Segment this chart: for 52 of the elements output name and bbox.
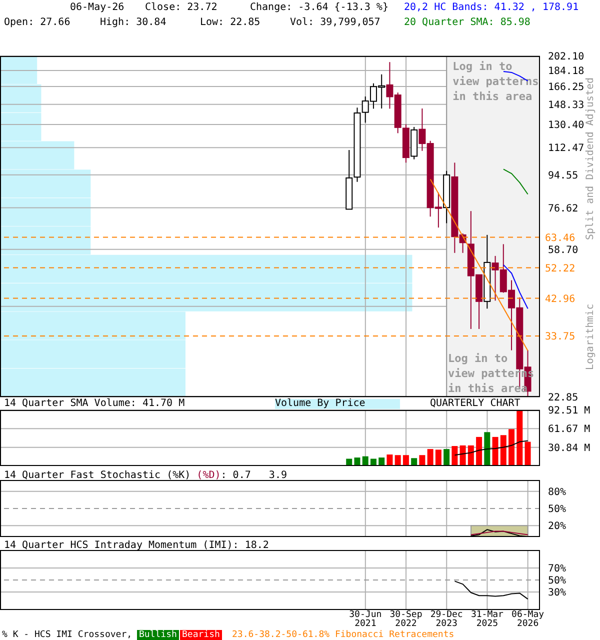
text: : 0.7 3.9: [220, 470, 287, 481]
text: 20,2 HC Bands: 41.32 , 178.91: [404, 2, 579, 13]
text: % K - HCS IMI Crossover,: [2, 630, 132, 640]
y-tick-label: 61.67 M: [548, 424, 590, 436]
text: QUARTERLY CHART: [430, 398, 520, 409]
y-tick-label: 50%: [548, 576, 566, 587]
text: 14 Quarter Fast Stochastic: [4, 470, 161, 481]
y-tick-label: 112.47: [548, 143, 584, 154]
y-tick-label: 50%: [548, 504, 566, 516]
y-tick-label: 202.10: [548, 52, 584, 63]
y-tick-label: 30%: [548, 588, 566, 599]
y-tick-label: 30.84 M: [548, 442, 590, 454]
text: 14 Quarter SMA Volume: 41.70 M: [4, 398, 185, 409]
text: 06-May-26: [70, 2, 124, 13]
ref-line-label: 52.22: [545, 263, 576, 274]
text: Open: 27.66: [4, 17, 70, 28]
text: Bullish: [137, 630, 179, 640]
ref-line-label: 33.75: [545, 332, 576, 343]
text: Low: 22.85: [200, 17, 260, 28]
text: Close: 23.72: [145, 2, 218, 13]
text: Vol: 39,799,057: [290, 17, 380, 28]
text: Volume By Price: [275, 398, 400, 409]
ref-line-label: 42.96: [545, 294, 576, 305]
text: Split and Dividend Adjusted: [585, 77, 596, 240]
text: (%D): [196, 470, 221, 481]
y-tick-label: 70%: [548, 564, 566, 575]
band-label: Log in to view patterns in this area: [452, 60, 539, 103]
y-tick-label: 92.51 M: [548, 406, 590, 417]
x-tick-label: 30-Sep 2022: [390, 610, 422, 629]
y-tick-label: 130.40: [548, 120, 584, 132]
text: Change: -3.64 {-13.3 %}: [250, 2, 388, 13]
text: Logarithmic: [585, 304, 596, 370]
x-tick-label: 30-Jun 2021: [349, 610, 382, 629]
text: 14 Quarter HCS Intraday Momentum (IMI): 18.2: [4, 540, 269, 551]
x-tick-label: 06-May 2026: [512, 610, 545, 629]
y-tick-label: 80%: [548, 486, 566, 498]
ref-line-label: 63.46: [545, 232, 576, 244]
y-tick-label: 20%: [548, 521, 566, 532]
text: Bearish: [180, 630, 222, 640]
text: (%K): [166, 470, 191, 481]
y-tick-label: 94.55: [548, 170, 578, 182]
text: High: 30.84: [100, 17, 166, 28]
y-tick-label: 22.85: [548, 392, 578, 404]
text: 20 Quarter SMA: 85.98: [404, 17, 530, 28]
y-tick-label: 166.25: [548, 82, 584, 94]
y-tick-label: 184.18: [548, 66, 584, 78]
y-tick-label: 58.70: [548, 244, 578, 256]
x-tick-label: 31-Mar 2025: [470, 610, 504, 629]
y-tick-label: 148.33: [548, 100, 584, 111]
x-tick-label: 29-Dec 2023: [430, 610, 463, 629]
text: 23.6-38.2-50-61.8% Fibonacci Retracements: [232, 630, 454, 640]
y-tick-label: 76.62: [548, 203, 578, 214]
